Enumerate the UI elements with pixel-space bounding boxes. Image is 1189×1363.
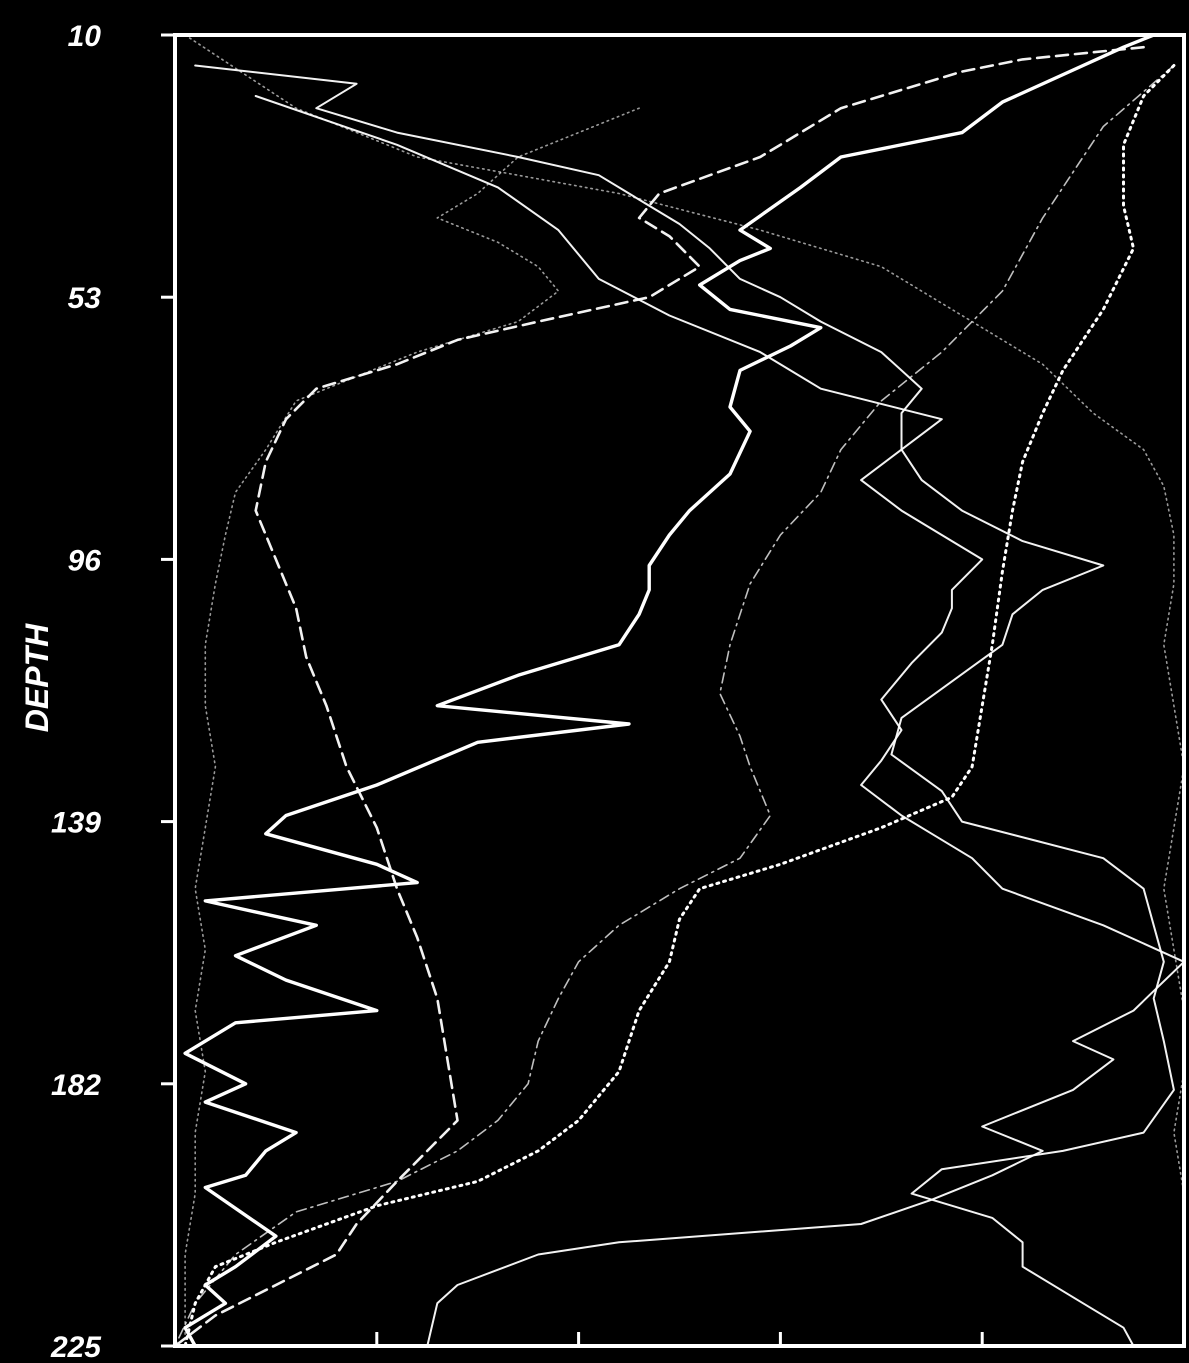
series-line-6 — [174, 64, 1175, 1347]
y-tick-label: 225 — [50, 1331, 102, 1363]
y-tick-label: 182 — [51, 1069, 101, 1102]
series-line-3 — [254, 95, 1175, 1347]
series-1 — [183, 33, 1156, 1348]
series-5 — [183, 64, 1176, 1348]
series-line-1 — [183, 33, 1156, 1348]
series-line-8 — [184, 107, 640, 1347]
plot-frame — [173, 33, 1186, 1348]
y-axis-title: DEPTH — [19, 623, 55, 732]
y-tick-label: 53 — [68, 282, 102, 315]
series-3 — [254, 95, 1175, 1347]
series-4 — [173, 45, 1145, 1348]
series-line-4 — [173, 45, 1145, 1348]
y-tick-label: 10 — [68, 20, 102, 53]
tick-layer: 10 53 96 139 182 225 — [50, 20, 1186, 1363]
y-tick-label: 96 — [68, 544, 102, 577]
series-line-5 — [183, 64, 1176, 1348]
series-8 — [184, 107, 640, 1347]
y-tick-label: 139 — [51, 807, 101, 840]
series-6 — [174, 64, 1175, 1347]
